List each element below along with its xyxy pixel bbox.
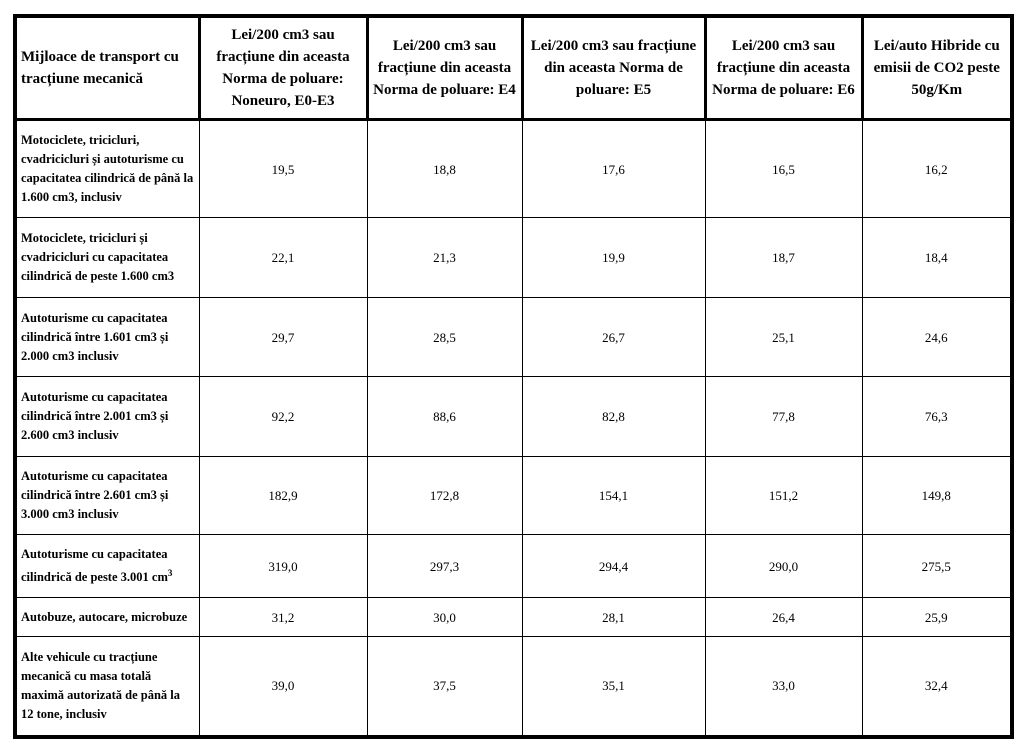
value-cell: 26,7 bbox=[521, 297, 706, 377]
value-cell: 31,2 bbox=[198, 597, 368, 637]
row-label-text: Autoturisme cu capacitatea cilindrică în… bbox=[21, 469, 169, 521]
row-label: Autobuze, autocare, microbuze bbox=[14, 597, 200, 637]
row-label: Autoturisme cu capacitatea cilindrică în… bbox=[14, 376, 200, 457]
value-cell: 24,6 bbox=[861, 297, 1013, 377]
value-cell: 290,0 bbox=[704, 534, 863, 598]
value-cell: 22,1 bbox=[198, 217, 368, 298]
value-cell: 17,6 bbox=[521, 119, 706, 218]
header-e5: Lei/200 cm3 sau fracțiune din aceasta No… bbox=[520, 14, 707, 121]
header-e6: Lei/200 cm3 sau fracțiune din aceasta No… bbox=[703, 14, 864, 121]
header-hybrid: Lei/auto Hibride cu emisii de CO2 peste … bbox=[860, 14, 1014, 121]
value-cell: 39,0 bbox=[198, 636, 368, 737]
value-cell: 16,5 bbox=[704, 119, 863, 218]
table-row: Autobuze, autocare, microbuze 31,2 30,0 28,… bbox=[14, 597, 1013, 637]
value-cell: 16,2 bbox=[861, 119, 1013, 218]
header-e4: Lei/200 cm3 sau fracțiune din aceasta No… bbox=[365, 14, 524, 121]
value-cell: 275,5 bbox=[861, 534, 1013, 598]
value-cell: 92,2 bbox=[198, 376, 368, 457]
value-cell: 21,3 bbox=[366, 217, 523, 298]
row-label-text: Motociclete, tricicluri, cvadricicluri ș… bbox=[21, 133, 194, 204]
value-cell: 172,8 bbox=[366, 456, 523, 535]
row-label-text: Alte vehicule cu tracțiune mecanică cu m… bbox=[21, 649, 181, 721]
value-cell: 25,1 bbox=[704, 297, 863, 377]
header-row: Mijloace de transport cu tracțiune mecan… bbox=[13, 14, 1014, 121]
value-cell: 18,8 bbox=[366, 119, 523, 218]
row-label: Autoturisme cu capacitatea cilindrică de… bbox=[14, 534, 200, 598]
value-cell: 19,5 bbox=[198, 119, 368, 218]
value-cell: 28,1 bbox=[521, 597, 706, 637]
superscript: 3 bbox=[167, 567, 173, 578]
value-cell: 29,7 bbox=[198, 297, 368, 377]
table-row: Autoturisme cu capacitatea cilindrică în… bbox=[14, 297, 1013, 377]
value-cell: 82,8 bbox=[521, 376, 706, 457]
row-label: Motociclete, tricicluri, cvadricicluri ș… bbox=[14, 119, 200, 218]
header-noneuro-e0-e3: Lei/200 cm3 sau fracțiune din aceasta No… bbox=[197, 14, 369, 121]
value-cell: 88,6 bbox=[366, 376, 523, 457]
row-label: Alte vehicule cu tracțiune mecanică cu m… bbox=[14, 636, 200, 737]
row-label-text: Autoturisme cu capacitatea cilindrică în… bbox=[21, 390, 169, 442]
value-cell: 32,4 bbox=[861, 636, 1013, 737]
row-label-text: Autobuze, autocare, microbuze bbox=[21, 609, 188, 624]
row-label: Autoturisme cu capacitatea cilindrică în… bbox=[14, 297, 200, 377]
value-cell: 19,9 bbox=[521, 217, 706, 298]
value-cell: 18,7 bbox=[704, 217, 863, 298]
table-row: Motociclete, tricicluri și cvadricicluri… bbox=[14, 217, 1013, 298]
row-label-text: Autoturisme cu capacitatea cilindrică de… bbox=[21, 546, 168, 585]
value-cell: 33,0 bbox=[704, 636, 863, 737]
value-cell: 37,5 bbox=[366, 636, 523, 737]
table-row: Autoturisme cu capacitatea cilindrică de… bbox=[14, 534, 1013, 598]
value-cell: 18,4 bbox=[861, 217, 1013, 298]
value-cell: 149,8 bbox=[861, 456, 1013, 535]
value-cell: 30,0 bbox=[366, 597, 523, 637]
value-cell: 25,9 bbox=[861, 597, 1013, 637]
value-cell: 26,4 bbox=[704, 597, 863, 637]
header-vehicle-type: Mijloace de transport cu tracțiune mecan… bbox=[13, 14, 201, 121]
value-cell: 154,1 bbox=[521, 456, 706, 535]
row-label: Autoturisme cu capacitatea cilindrică în… bbox=[14, 456, 200, 535]
tax-table: Mijloace de transport cu tracțiune mecan… bbox=[13, 14, 1014, 739]
table-row: Motociclete, tricicluri, cvadricicluri ș… bbox=[14, 119, 1013, 218]
value-cell: 319,0 bbox=[198, 534, 368, 598]
table-row: Alte vehicule cu tracțiune mecanică cu m… bbox=[14, 636, 1013, 737]
value-cell: 297,3 bbox=[366, 534, 523, 598]
table-row: Autoturisme cu capacitatea cilindrică în… bbox=[14, 456, 1013, 535]
row-label-text: Autoturisme cu capacitatea cilindrică în… bbox=[21, 310, 169, 363]
value-cell: 182,9 bbox=[198, 456, 368, 535]
value-cell: 76,3 bbox=[861, 376, 1013, 457]
value-cell: 151,2 bbox=[704, 456, 863, 535]
table-row: Autoturisme cu capacitatea cilindrică în… bbox=[14, 376, 1013, 457]
value-cell: 35,1 bbox=[521, 636, 706, 737]
value-cell: 77,8 bbox=[704, 376, 863, 457]
row-label-text: Motociclete, tricicluri și cvadricicluri… bbox=[21, 231, 175, 283]
value-cell: 294,4 bbox=[521, 534, 706, 598]
value-cell: 28,5 bbox=[366, 297, 523, 377]
row-label: Motociclete, tricicluri și cvadricicluri… bbox=[14, 217, 200, 298]
